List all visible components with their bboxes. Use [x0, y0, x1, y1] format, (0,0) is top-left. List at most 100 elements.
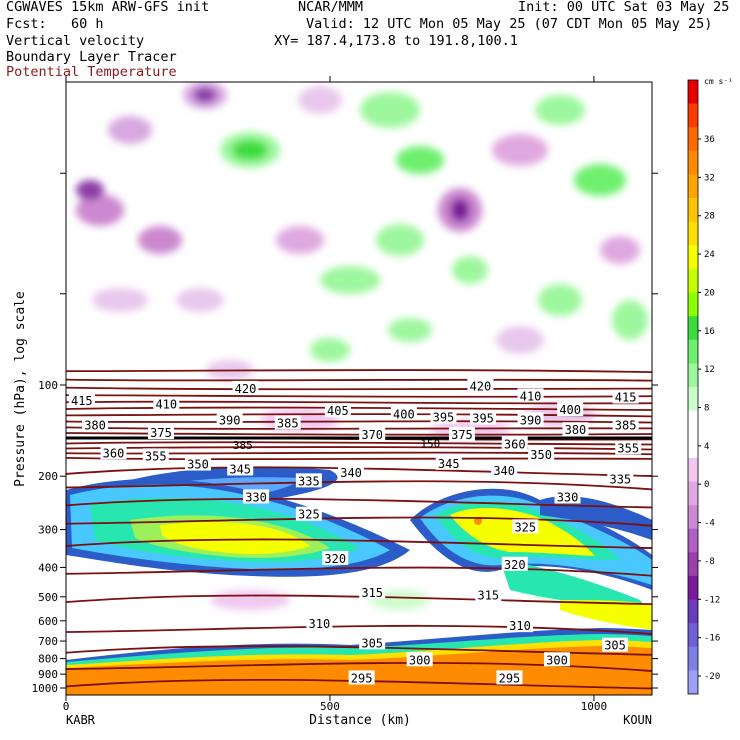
theta-label-bg	[496, 670, 523, 685]
plot-frame	[65, 81, 653, 696]
colorbar-unit: cm s⁻¹	[704, 77, 733, 86]
theta-label: 315	[477, 588, 499, 602]
theta-label-layer: 415 410 420 405 400 395 420 395 410 400 415 380 390 3…	[68, 378, 642, 685]
theta-label-bg	[602, 637, 629, 652]
y-tick-label: 600	[38, 615, 58, 628]
theta-label: 375	[451, 428, 473, 442]
colorbar-swatch	[688, 670, 698, 695]
y-axis-label: Pressure (hPa), log scale	[13, 291, 28, 487]
theta-label-bg	[612, 417, 639, 432]
theta-label-bg	[68, 393, 95, 408]
theta-label: 400	[559, 403, 581, 417]
colorbar-swatch	[688, 599, 698, 624]
theta-label-bg	[359, 584, 386, 599]
theta-line	[66, 624, 652, 635]
header-center: NCAR/MMM	[298, 0, 364, 15]
theta-line	[66, 441, 652, 446]
y-tick-label: 300	[38, 524, 58, 537]
theta-label-bg	[501, 556, 528, 571]
y-tick-label: 900	[38, 668, 58, 681]
colorbar-label: 8	[704, 404, 709, 414]
theta-label-bg	[153, 396, 180, 411]
colorbar-swatch	[688, 552, 698, 577]
colorbar-swatch	[688, 150, 698, 175]
colorbar-label: 28	[704, 212, 715, 222]
theta-label-bg	[607, 471, 634, 486]
theta-label-bg	[475, 587, 502, 602]
colorbar-swatch	[688, 575, 698, 600]
colorbar-swatch	[688, 292, 698, 317]
theta-line	[66, 426, 652, 430]
colorbar-swatch	[688, 623, 698, 648]
theta-label-bg	[243, 489, 270, 504]
x-tick-label: 0	[63, 700, 70, 713]
colorbar-swatch	[688, 505, 698, 529]
theta-line	[66, 480, 652, 491]
colorbar-swatch	[688, 434, 698, 459]
theta-label: 390	[219, 414, 241, 428]
theta-label-bg	[491, 462, 518, 477]
theta-label-bg	[274, 415, 301, 430]
x-tick-label: 1000	[581, 700, 608, 713]
colorbar-swatch	[688, 387, 698, 411]
y-tick-label: 500	[38, 591, 58, 604]
theta-label: 330	[557, 490, 579, 504]
colorbar-swatch	[688, 410, 698, 435]
colorbar-swatch	[688, 363, 698, 388]
theta-label-bg	[448, 426, 475, 441]
theta-label: 340	[493, 464, 515, 478]
theta-label: 375	[150, 426, 172, 440]
colorbar-swatch	[688, 481, 698, 506]
theta-label-bg	[324, 403, 351, 418]
theta-label-bg	[435, 455, 462, 470]
colorbar-swatch	[688, 174, 698, 199]
theta-label: 400	[393, 407, 415, 421]
y-tick-label: 700	[38, 635, 58, 648]
theta-label-bg	[322, 550, 349, 565]
theta-label: 320	[504, 558, 526, 572]
theta-label: 415	[71, 394, 93, 408]
theta-label: 295	[351, 671, 373, 685]
theta-label-bg	[142, 448, 169, 463]
header-xy: XY= 187.4,173.8 to 191.8,100.1	[274, 33, 518, 49]
y-tick-label: 800	[38, 653, 58, 666]
theta-line	[66, 516, 652, 527]
y-tick-label: 400	[38, 561, 58, 574]
theta-label-bg	[554, 489, 581, 504]
theta-label: 300	[546, 653, 568, 667]
theta-label-bg	[348, 670, 375, 685]
theta-label-bg	[430, 409, 457, 424]
theta-label: 335	[609, 472, 631, 486]
theta-label: 340	[340, 466, 362, 480]
theta-label-bg	[359, 635, 386, 650]
theta-label: 325	[298, 508, 320, 522]
theta-label: 320	[324, 552, 346, 566]
theta-label-bg	[615, 440, 642, 455]
plot-field	[66, 82, 652, 695]
header-field-bl-tracer: Boundary Layer Tracer	[6, 49, 177, 65]
theta-line	[66, 497, 652, 509]
colorbar-swatch	[688, 316, 698, 341]
colorbar-swatch	[688, 103, 698, 128]
theta-label-bg	[232, 380, 259, 395]
theta-label-bg	[467, 378, 494, 393]
colorbar-swatch	[688, 80, 698, 104]
theta-label-bg	[501, 436, 528, 451]
theta-label-bg	[406, 652, 433, 667]
theta-line	[66, 451, 652, 456]
theta-label: 385	[615, 418, 637, 432]
theta-label: 360	[504, 437, 526, 451]
theta-label: 350	[530, 448, 552, 462]
colorbar-label: 20	[704, 288, 715, 298]
theta-label-bg	[517, 388, 544, 403]
x-axis-label: Distance (km)	[309, 713, 411, 728]
theta-label: 370	[361, 428, 383, 442]
colorbar: 36 32 28 24 20 16 12 8 4 0 -4 -8 -12 -16 -20	[687, 79, 720, 695]
theta-label: 310	[309, 617, 331, 631]
theta-label-bg	[227, 461, 254, 476]
colorbar-label: 12	[704, 365, 715, 375]
theta-line	[66, 446, 652, 451]
theta-label: 410	[520, 389, 542, 403]
colorbar-frame	[687, 79, 699, 695]
